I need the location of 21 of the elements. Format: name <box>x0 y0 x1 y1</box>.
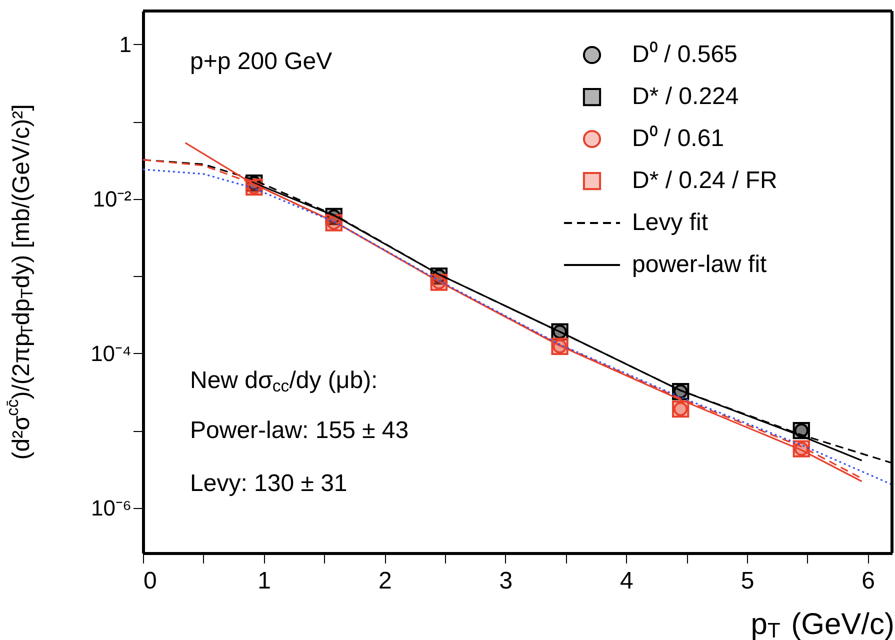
annotation: Power-law: 155 ± 43 <box>190 417 409 444</box>
annotation: Levy: 130 ± 31 <box>190 470 348 497</box>
y-axis-title: (d²σcc̄)/(2πpTdpTdy) [mb/(GeV/c)²] <box>2 104 36 460</box>
x-tick-label: 3 <box>499 568 513 594</box>
x-tick-label: 5 <box>740 568 754 594</box>
x-tick-label: 4 <box>620 568 634 594</box>
y-tick-label: 10⁻⁴ <box>90 340 132 366</box>
x-tick-label: 0 <box>144 568 157 594</box>
x-tick-label: 1 <box>258 568 271 594</box>
annotation: p+p 200 GeV <box>190 48 332 75</box>
y-tick-label: 10⁻⁶ <box>90 495 132 520</box>
x-tick-label: 6 <box>862 568 876 594</box>
y-tick-label: 1 <box>119 32 132 57</box>
legend-label: D⁰ / 0.61 <box>632 125 724 152</box>
x-tick-label: 2 <box>378 568 392 594</box>
legend-label: D⁰ / 0.565 <box>632 41 738 68</box>
legend-label: D* / 0.24 / FR <box>632 167 778 194</box>
legend-label: Levy fit <box>632 209 708 236</box>
legend-label: D* / 0.224 <box>632 83 739 110</box>
y-tick-label: 10⁻² <box>92 186 132 212</box>
legend-label: power-law fit <box>632 251 768 278</box>
